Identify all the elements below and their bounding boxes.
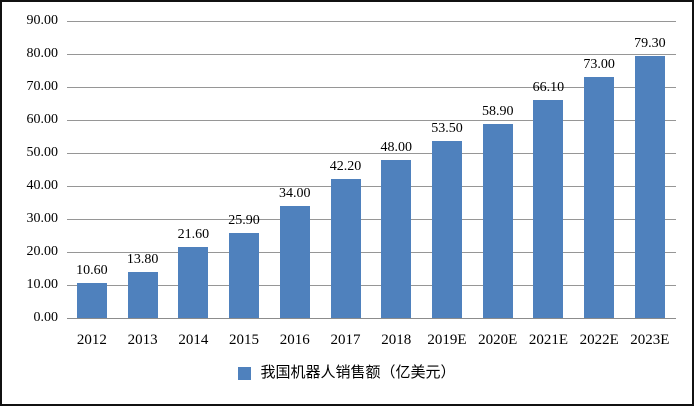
xtick-label-2016: 2016 bbox=[279, 332, 310, 348]
ytick-label-30.00: 30.00 bbox=[26, 211, 59, 226]
gridline-y-50 bbox=[66, 153, 676, 154]
xtick-label-2021E: 2021E bbox=[528, 332, 568, 348]
gridline-y-60 bbox=[66, 120, 676, 121]
xtick-label-2023E: 2023E bbox=[630, 332, 670, 348]
bar-2019E bbox=[431, 141, 462, 318]
ytick-label-70.00: 70.00 bbox=[26, 79, 59, 94]
bar-2016 bbox=[279, 205, 310, 318]
xtick-label-2020E: 2020E bbox=[478, 332, 518, 348]
bar-2023E bbox=[634, 56, 665, 318]
value-label-2012: 10.60 bbox=[76, 263, 108, 279]
xtick-label-2018: 2018 bbox=[381, 332, 412, 348]
xtick-label-2019E: 2019E bbox=[427, 332, 467, 348]
ytick-label-10.00: 10.00 bbox=[26, 277, 59, 292]
bar-2021E bbox=[533, 99, 564, 318]
legend-series-label: 我国机器人销售额（亿美元） bbox=[260, 365, 456, 381]
bar-2022E bbox=[584, 77, 615, 318]
gridline-y-10 bbox=[66, 285, 676, 286]
value-label-2023E: 79.30 bbox=[634, 36, 666, 52]
bar-2015 bbox=[229, 232, 260, 318]
value-label-2014: 21.60 bbox=[177, 226, 210, 242]
gridline-y-90 bbox=[66, 21, 676, 22]
bar-2020E bbox=[482, 123, 513, 318]
xtick-label-2013: 2013 bbox=[127, 332, 158, 348]
gridline-y-70 bbox=[66, 87, 676, 88]
bar-2018 bbox=[381, 159, 412, 318]
ytick-label-0.00: 0.00 bbox=[33, 310, 59, 325]
value-label-2018: 48.00 bbox=[380, 139, 412, 155]
ytick-label-90.00: 90.00 bbox=[26, 13, 59, 28]
x-axis-line bbox=[66, 318, 676, 319]
xtick-label-2014: 2014 bbox=[178, 332, 209, 348]
ytick-label-50.00: 50.00 bbox=[26, 145, 59, 160]
value-label-2020E: 58.90 bbox=[481, 103, 514, 119]
gridline-y-30 bbox=[66, 219, 676, 220]
xtick-label-2015: 2015 bbox=[229, 332, 260, 348]
value-label-2022E: 73.00 bbox=[583, 57, 615, 73]
xtick-label-2022E: 2022E bbox=[579, 332, 619, 348]
gridline-y-80 bbox=[66, 54, 676, 55]
bar-2013 bbox=[127, 272, 158, 318]
legend: 我国机器人销售额（亿美元） bbox=[0, 363, 694, 383]
value-label-2013: 13.80 bbox=[126, 252, 159, 268]
xtick-label-2012: 2012 bbox=[76, 332, 107, 348]
gridline-y-40 bbox=[66, 186, 676, 187]
xtick-label-2017: 2017 bbox=[330, 332, 361, 348]
bar-2014 bbox=[178, 246, 209, 318]
ytick-label-20.00: 20.00 bbox=[26, 244, 59, 259]
value-label-2016: 34.00 bbox=[279, 185, 311, 201]
value-label-2015: 25.90 bbox=[228, 212, 260, 228]
value-label-2019E: 53.50 bbox=[431, 121, 463, 137]
ytick-label-60.00: 60.00 bbox=[26, 112, 59, 127]
legend-marker-blue-square-icon bbox=[238, 366, 252, 380]
ytick-label-40.00: 40.00 bbox=[26, 178, 59, 193]
value-label-2017: 42.20 bbox=[329, 158, 362, 174]
bar-2012 bbox=[76, 283, 107, 318]
ytick-label-80.00: 80.00 bbox=[26, 46, 59, 61]
value-label-2021E: 66.10 bbox=[532, 79, 565, 95]
bar-2017 bbox=[330, 178, 361, 318]
gridline-y-20 bbox=[66, 252, 676, 253]
